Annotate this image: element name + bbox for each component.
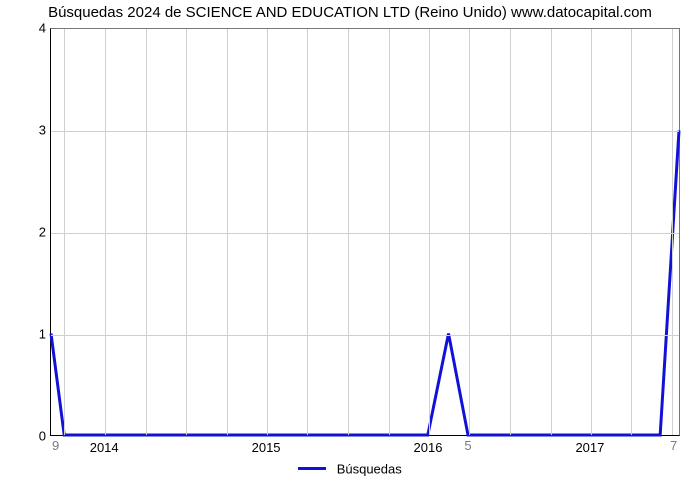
legend: Búsquedas xyxy=(0,460,700,478)
corner-label-br: 7 xyxy=(670,438,677,453)
y-tick-label: 1 xyxy=(6,327,46,342)
x-tick-label: 2016 xyxy=(414,440,443,455)
chart-container: Búsquedas 2024 de SCIENCE AND EDUCATION … xyxy=(0,0,700,500)
gridline-v xyxy=(267,29,268,435)
x-tick-label: 2014 xyxy=(90,440,119,455)
gridline-v xyxy=(591,29,592,435)
x-tick-label: 2015 xyxy=(252,440,281,455)
y-tick-label: 4 xyxy=(6,21,46,36)
gridline-v xyxy=(186,29,187,435)
gridline-v xyxy=(631,29,632,435)
gridline-v xyxy=(348,29,349,435)
gridline-v xyxy=(429,29,430,435)
gridline-v xyxy=(146,29,147,435)
legend-swatch xyxy=(298,467,326,470)
gridline-v xyxy=(551,29,552,435)
gridline-v xyxy=(672,29,673,435)
plot-area xyxy=(50,28,680,436)
gridline-v xyxy=(64,29,65,435)
legend-label: Búsquedas xyxy=(337,461,402,476)
chart-title: Búsquedas 2024 de SCIENCE AND EDUCATION … xyxy=(0,4,700,21)
gridline-v xyxy=(510,29,511,435)
y-tick-label: 3 xyxy=(6,123,46,138)
gridline-v xyxy=(469,29,470,435)
gridline-v xyxy=(227,29,228,435)
x-tick-label: 2017 xyxy=(575,440,604,455)
corner-label-mid: 5 xyxy=(464,438,471,453)
gridline-v xyxy=(389,29,390,435)
gridline-v xyxy=(307,29,308,435)
corner-label-bl: 9 xyxy=(52,438,59,453)
gridline-v xyxy=(105,29,106,435)
y-tick-label: 0 xyxy=(6,429,46,444)
y-tick-label: 2 xyxy=(6,225,46,240)
